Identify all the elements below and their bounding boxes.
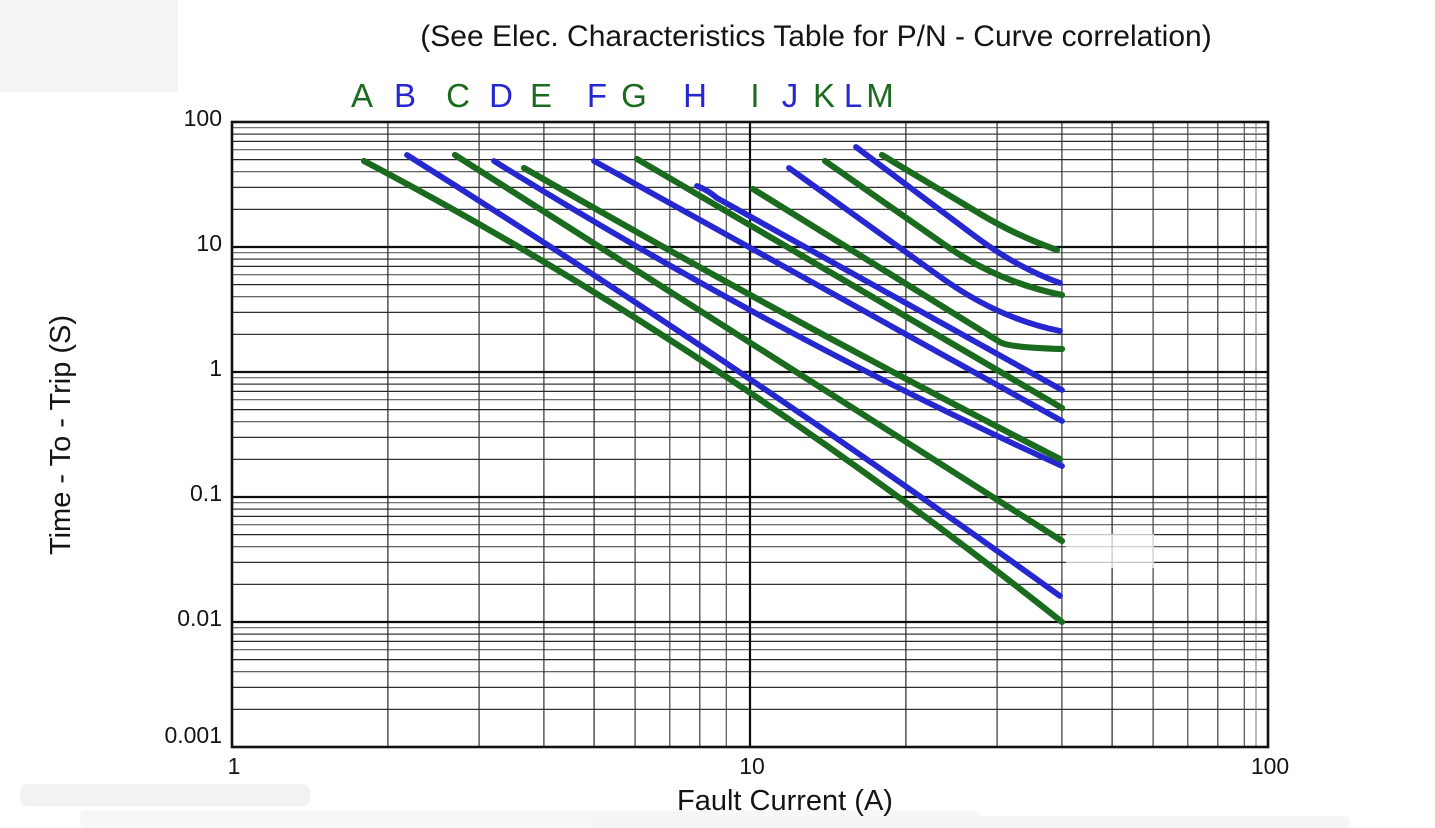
svg-text:H: H <box>683 77 707 114</box>
svg-text:G: G <box>621 77 647 114</box>
svg-text:10: 10 <box>196 230 222 256</box>
svg-text:L: L <box>844 77 862 114</box>
svg-text:100: 100 <box>1251 753 1289 779</box>
svg-text:E: E <box>530 77 552 114</box>
svg-text:F: F <box>587 77 607 114</box>
svg-text:Fault Current (A): Fault Current (A) <box>677 785 893 817</box>
svg-text:1: 1 <box>228 753 241 779</box>
svg-text:0.1: 0.1 <box>190 480 222 506</box>
svg-text:0.001: 0.001 <box>164 722 222 748</box>
svg-text:10: 10 <box>739 753 765 779</box>
svg-text:(See Elec. Characteristics Tab: (See Elec. Characteristics Table for P/N… <box>420 20 1211 53</box>
svg-text:D: D <box>489 77 513 114</box>
svg-text:I: I <box>750 77 759 114</box>
svg-text:M: M <box>866 77 894 114</box>
svg-text:J: J <box>782 77 799 114</box>
svg-text:K: K <box>813 77 835 114</box>
svg-text:100: 100 <box>184 105 222 131</box>
svg-text:A: A <box>351 77 373 114</box>
svg-text:B: B <box>394 77 416 114</box>
svg-text:Time - To - Trip (S): Time - To - Trip (S) <box>45 315 77 555</box>
svg-text:C: C <box>446 77 470 114</box>
svg-text:1: 1 <box>209 355 222 381</box>
svg-text:0.01: 0.01 <box>177 605 222 631</box>
